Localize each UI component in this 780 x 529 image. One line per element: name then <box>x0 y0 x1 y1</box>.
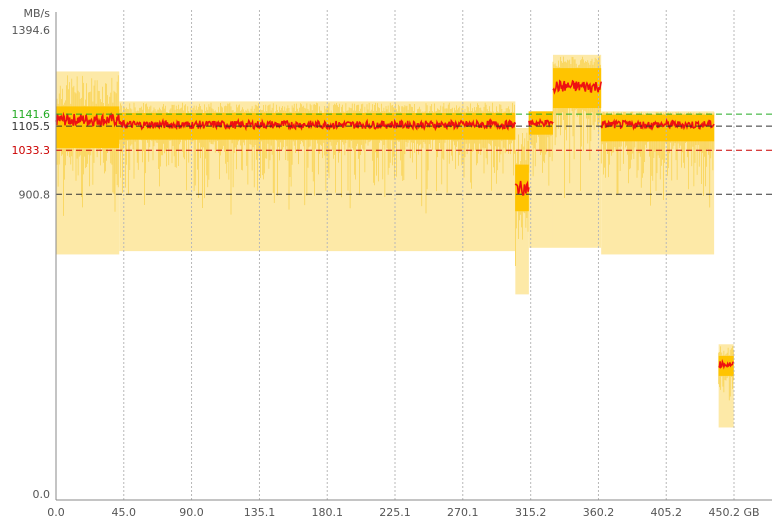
segment-0-core-band <box>56 106 120 148</box>
y-tick-label-1: 900.8 <box>19 188 51 201</box>
x-tick-label-2: 90.0 <box>179 506 204 519</box>
x-tick-label-5: 225.1 <box>379 506 411 519</box>
reference-label-0: 1141.6 <box>12 108 51 121</box>
x-tick-label-1: 45.0 <box>112 506 137 519</box>
segment-1-average-line <box>118 117 517 132</box>
segment-6-average-line <box>718 358 734 370</box>
x-tick-label-10: 450.2 GB <box>708 506 759 519</box>
y-tick-label-0: 1394.6 <box>12 24 51 37</box>
x-tick-label-6: 270.1 <box>447 506 479 519</box>
segment-2-average-line <box>514 180 530 196</box>
segment-0-average-line <box>55 111 121 128</box>
segment-3-core-band <box>528 111 553 135</box>
x-tick-label-0: 0.0 <box>47 506 65 519</box>
segment-5-average-line <box>600 117 715 131</box>
average-line <box>55 79 734 370</box>
x-tick-label-7: 315.2 <box>515 506 547 519</box>
vertical-gridlines <box>123 10 735 500</box>
x-tick-label-3: 135.1 <box>244 506 276 519</box>
x-tick-label-8: 360.2 <box>583 506 615 519</box>
segment-3-average-line <box>528 117 554 129</box>
axes <box>55 12 772 501</box>
segment-4-average-line <box>552 79 602 95</box>
reference-label-2: 1033.3 <box>12 144 51 157</box>
y-tick-label-2: 0.0 <box>33 488 51 501</box>
y-unit-label: MB/s <box>24 7 51 20</box>
x-tick-label-9: 405.2 <box>650 506 682 519</box>
reference-label-1: 1105.5 <box>12 120 51 133</box>
x-tick-label-4: 180.1 <box>311 506 343 519</box>
